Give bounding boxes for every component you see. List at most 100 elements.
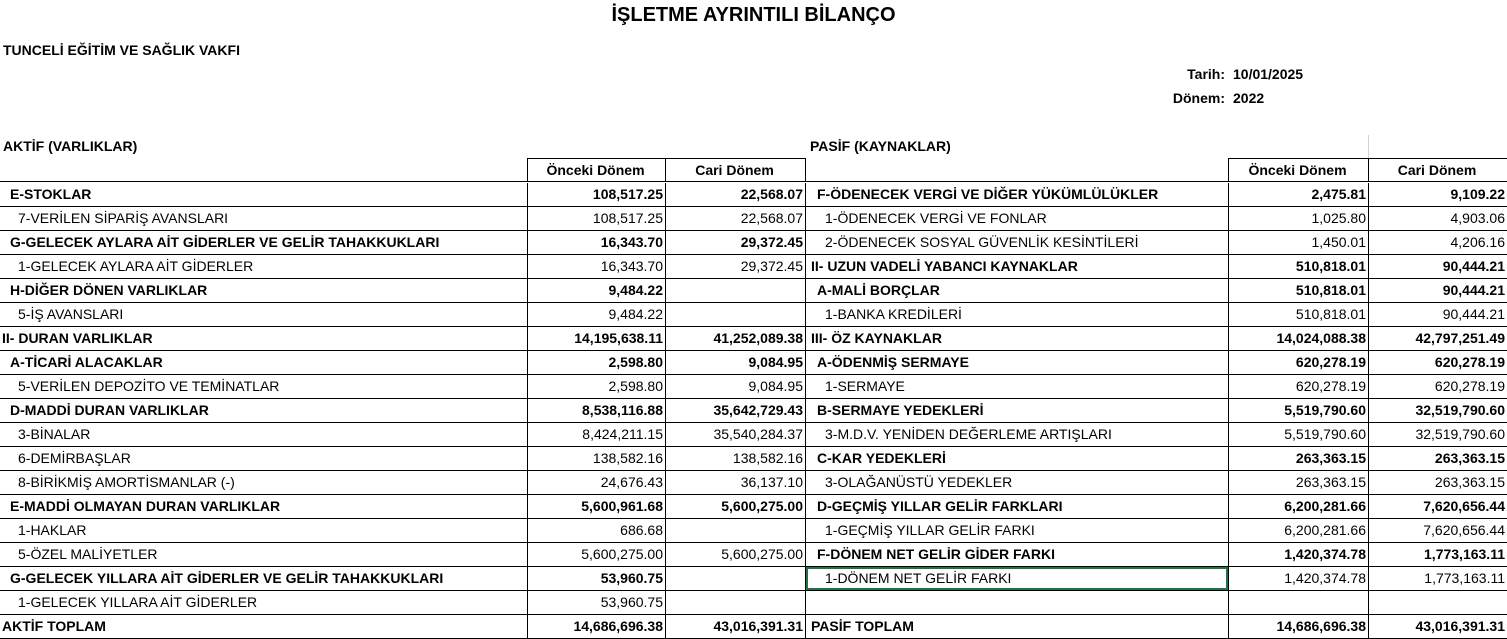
current-period-cell[interactable]: 90,444.21	[1368, 279, 1507, 302]
previous-period-cell[interactable]: 686.68	[527, 519, 665, 542]
account-label-cell[interactable]: 3-OLAĞANÜSTÜ YEDEKLER	[825, 474, 1013, 490]
previous-period-cell[interactable]: 2,598.80	[527, 351, 665, 374]
current-period-cell[interactable]: 43,016,391.31	[1368, 615, 1507, 638]
current-period-cell[interactable]: 7,620,656.44	[1368, 495, 1507, 518]
previous-period-cell[interactable]: 5,600,275.00	[527, 543, 665, 566]
account-label-cell[interactable]: 1-GELECEK YILLARA AİT GİDERLER	[18, 594, 258, 610]
previous-period-cell[interactable]: 510,818.01	[1228, 255, 1368, 278]
current-period-cell[interactable]: 1,773,163.11	[1368, 567, 1507, 590]
previous-period-cell[interactable]: 53,960.75	[527, 591, 665, 614]
previous-period-cell[interactable]: 5,600,961.68	[527, 495, 665, 518]
account-label-cell[interactable]: E-MADDİ OLMAYAN DURAN VARLIKLAR	[10, 498, 281, 514]
previous-period-cell[interactable]: 1,025.80	[1228, 207, 1368, 230]
account-label-cell[interactable]: 1-SERMAYE	[825, 378, 905, 394]
current-period-cell[interactable]	[665, 279, 806, 302]
current-period-cell[interactable]: 35,540,284.37	[665, 423, 806, 446]
current-period-cell[interactable]: 22,568.07	[665, 207, 806, 230]
column-header-previous[interactable]: Önceki Dönem	[527, 158, 665, 181]
current-period-cell[interactable]: 620,278.19	[1368, 351, 1507, 374]
previous-period-cell[interactable]	[1228, 591, 1368, 614]
previous-period-cell[interactable]: 1,450.01	[1228, 231, 1368, 254]
previous-period-cell[interactable]: 6,200,281.66	[1228, 519, 1368, 542]
current-period-cell[interactable]: 32,519,790.60	[1368, 399, 1507, 422]
account-label-cell[interactable]: AKTİF TOPLAM	[2, 618, 106, 634]
current-period-cell[interactable]: 263,363.15	[1368, 447, 1507, 470]
account-label-cell[interactable]: D-GEÇMİŞ YILLAR GELİR FARKLARI	[817, 498, 1063, 514]
previous-period-cell[interactable]: 510,818.01	[1228, 279, 1368, 302]
current-period-cell[interactable]	[665, 591, 806, 614]
previous-period-cell[interactable]: 510,818.01	[1228, 303, 1368, 326]
current-period-cell[interactable]: 4,206.16	[1368, 231, 1507, 254]
account-label-cell[interactable]: A-TİCARİ ALACAKLAR	[10, 354, 163, 370]
account-label-cell[interactable]: 3-M.D.V. YENİDEN DEĞERLEME ARTIŞLARI	[825, 426, 1112, 442]
account-label-cell[interactable]: 8-BİRİKMİŞ AMORTİSMANLAR (-)	[18, 474, 235, 490]
previous-period-cell[interactable]: 14,024,088.38	[1228, 327, 1368, 350]
account-label-cell[interactable]: H-DİĞER DÖNEN VARLIKLAR	[10, 282, 208, 298]
previous-period-cell[interactable]: 8,424,211.15	[527, 423, 665, 446]
previous-period-cell[interactable]: 1,420,374.78	[1228, 543, 1368, 566]
account-label-cell[interactable]: 1-HAKLAR	[18, 522, 87, 538]
previous-period-cell[interactable]: 16,343.70	[527, 255, 665, 278]
account-label-cell[interactable]: 7-VERİLEN SİPARİŞ AVANSLARI	[18, 210, 229, 226]
current-period-cell[interactable]: 9,084.95	[665, 375, 806, 398]
current-period-cell[interactable]: 43,016,391.31	[665, 615, 806, 638]
current-period-cell[interactable]: 90,444.21	[1368, 303, 1507, 326]
current-period-cell[interactable]: 29,372.45	[665, 231, 806, 254]
previous-period-cell[interactable]: 14,195,638.11	[527, 327, 665, 350]
current-period-cell[interactable]: 9,084.95	[665, 351, 806, 374]
account-label-cell[interactable]: B-SERMAYE YEDEKLERİ	[817, 402, 984, 418]
account-label-cell[interactable]: II- DURAN VARLIKLAR	[2, 330, 153, 346]
account-label-cell[interactable]: F-ÖDENECEK VERGİ VE DİĞER YÜKÜMLÜLÜKLER	[817, 186, 1159, 202]
previous-period-cell[interactable]: 108,517.25	[527, 183, 665, 206]
current-period-cell[interactable]	[665, 303, 806, 326]
previous-period-cell[interactable]: 24,676.43	[527, 471, 665, 494]
account-label-cell[interactable]: 3-BİNALAR	[18, 426, 91, 442]
previous-period-cell[interactable]: 263,363.15	[1228, 447, 1368, 470]
previous-period-cell[interactable]: 14,686,696.38	[1228, 615, 1368, 638]
column-header-previous[interactable]: Önceki Dönem	[1228, 158, 1368, 181]
previous-period-cell[interactable]: 16,343.70	[527, 231, 665, 254]
current-period-cell[interactable]: 1,773,163.11	[1368, 543, 1507, 566]
previous-period-cell[interactable]: 5,519,790.60	[1228, 399, 1368, 422]
current-period-cell[interactable]: 42,797,251.49	[1368, 327, 1507, 350]
account-label-cell[interactable]: 1-GEÇMİŞ YILLAR GELİR FARKI	[825, 522, 1035, 538]
account-label-cell[interactable]: PASİF TOPLAM	[811, 618, 914, 634]
account-label-cell[interactable]: 1-GELECEK AYLARA AİT GİDERLER	[18, 258, 254, 274]
current-period-cell[interactable]: 32,519,790.60	[1368, 423, 1507, 446]
account-label-cell[interactable]: 2-ÖDENECEK SOSYAL GÜVENLİK KESİNTİLERİ	[825, 234, 1139, 250]
previous-period-cell[interactable]: 620,278.19	[1228, 375, 1368, 398]
previous-period-cell[interactable]: 8,538,116.88	[527, 399, 665, 422]
current-period-cell[interactable]: 263,363.15	[1368, 471, 1507, 494]
account-label-cell[interactable]: A-MALİ BORÇLAR	[817, 282, 940, 298]
current-period-cell[interactable]	[665, 519, 806, 542]
column-header-current[interactable]: Cari Dönem	[1368, 158, 1507, 181]
account-label-cell[interactable]: G-GELECEK AYLARA AİT GİDERLER VE GELİR T…	[10, 234, 440, 250]
previous-period-cell[interactable]: 2,598.80	[527, 375, 665, 398]
account-label-cell[interactable]: F-DÖNEM NET GELİR GİDER FARKI	[817, 546, 1055, 562]
account-label-cell[interactable]: II- UZUN VADELİ YABANCI KAYNAKLAR	[811, 258, 1078, 274]
account-label-cell[interactable]: 1-BANKA KREDİLERİ	[825, 306, 962, 322]
account-label-cell[interactable]: 5-VERİLEN DEPOZİTO VE TEMİNATLAR	[18, 378, 280, 394]
current-period-cell[interactable]: 36,137.10	[665, 471, 806, 494]
account-label-cell[interactable]: D-MADDİ DURAN VARLIKLAR	[10, 402, 209, 418]
current-period-cell[interactable]: 5,600,275.00	[665, 543, 806, 566]
account-label-cell[interactable]: 5-ÖZEL MALİYETLER	[18, 546, 158, 562]
current-period-cell[interactable]: 41,252,089.38	[665, 327, 806, 350]
account-label-cell[interactable]: C-KAR YEDEKLERİ	[817, 450, 946, 466]
previous-period-cell[interactable]: 5,519,790.60	[1228, 423, 1368, 446]
previous-period-cell[interactable]: 108,517.25	[527, 207, 665, 230]
current-period-cell[interactable]: 22,568.07	[665, 183, 806, 206]
column-header-current[interactable]: Cari Dönem	[665, 158, 806, 181]
previous-period-cell[interactable]: 138,582.16	[527, 447, 665, 470]
current-period-cell[interactable]: 29,372.45	[665, 255, 806, 278]
current-period-cell[interactable]: 138,582.16	[665, 447, 806, 470]
previous-period-cell[interactable]: 9,484.22	[527, 303, 665, 326]
account-label-cell[interactable]: 6-DEMİRBAŞLAR	[18, 450, 131, 466]
account-label-cell[interactable]: 1-ÖDENECEK VERGİ VE FONLAR	[825, 210, 1047, 226]
current-period-cell[interactable]	[665, 567, 806, 590]
previous-period-cell[interactable]: 620,278.19	[1228, 351, 1368, 374]
current-period-cell[interactable]: 5,600,275.00	[665, 495, 806, 518]
previous-period-cell[interactable]: 6,200,281.66	[1228, 495, 1368, 518]
account-label-cell[interactable]: III- ÖZ KAYNAKLAR	[811, 330, 942, 346]
previous-period-cell[interactable]: 14,686,696.38	[527, 615, 665, 638]
